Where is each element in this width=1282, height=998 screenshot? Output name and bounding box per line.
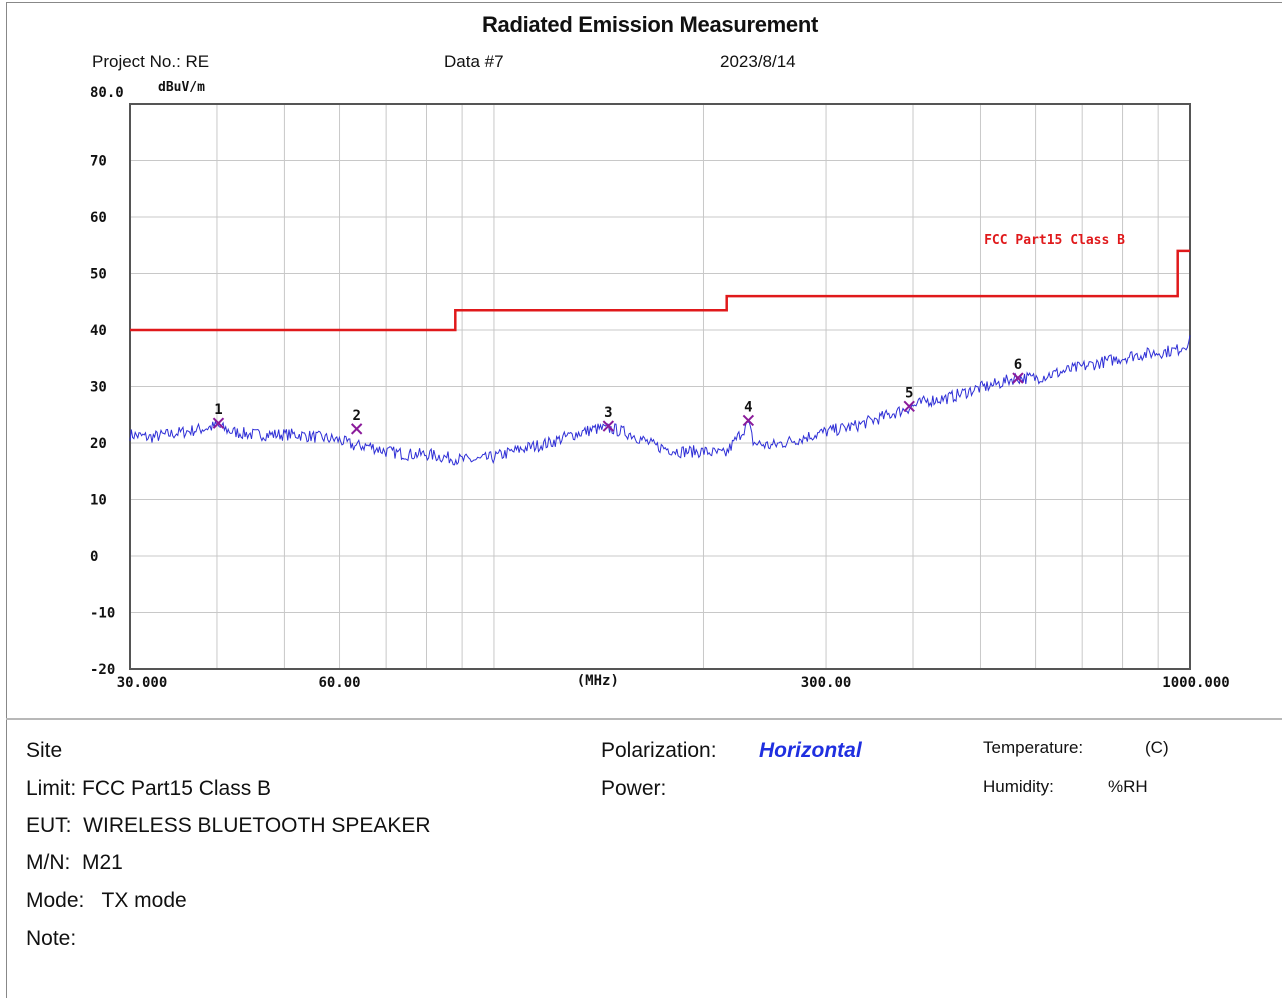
marker-label: 6 (1014, 357, 1022, 373)
y-tick-label: 30 (90, 380, 107, 396)
temperature-label: Temperature: (983, 738, 1084, 757)
y-tick-label: 70 (90, 154, 107, 170)
polarization-label: Polarization: (601, 739, 717, 762)
marker-label: 2 (352, 408, 360, 424)
y-tick-label: 50 (90, 267, 107, 283)
y-axis-unit: dBuV/m (158, 80, 205, 95)
peak-marker: 3 (602, 405, 615, 432)
y-tick-label: 40 (90, 323, 107, 339)
report-title: Radiated Emission Measurement (481, 12, 819, 37)
x-tick-label: 1000.000 (1162, 675, 1229, 691)
marker-cross-b (602, 420, 615, 432)
x-tick-label: 30.000 (117, 675, 168, 691)
section-divider (6, 718, 1282, 720)
peak-marker: 5 (903, 385, 915, 412)
marker-cross-b (1012, 372, 1024, 384)
peak-markers: 1 2 3 4 5 6 (212, 357, 1024, 435)
peak-marker: 2 (350, 408, 363, 435)
data-number: Data #7 (444, 52, 504, 71)
x-tick-label: 60.00 (318, 675, 360, 691)
plot-frame (129, 103, 1191, 670)
marker-label: 3 (604, 405, 612, 421)
emission-trace (129, 335, 1191, 466)
chart-grid (129, 103, 1191, 670)
marker-label: 1 (214, 402, 222, 418)
report-frame (6, 2, 1282, 998)
mode-info: Mode: TX mode (26, 889, 187, 912)
y-tick-label: 10 (90, 493, 107, 509)
power-label: Power: (601, 777, 667, 800)
y-tick-label: -20 (90, 662, 115, 678)
marker-label: 4 (744, 399, 752, 415)
temperature-unit: (C) (1145, 738, 1169, 757)
note-info: Note: (26, 927, 77, 950)
marker-cross-b (212, 417, 225, 429)
peak-marker: 4 (742, 399, 755, 427)
peak-marker: 6 (1012, 357, 1024, 384)
humidity-label: Humidity: (983, 777, 1054, 796)
y-tick-label: 20 (90, 436, 107, 452)
trace-path (129, 335, 1191, 466)
y-tick-label: 60 (90, 210, 107, 226)
marker-cross-b (742, 414, 755, 427)
y-tick-label: 0 (90, 549, 98, 565)
humidity-unit: %RH (1108, 777, 1148, 796)
project-number: Project No.: RE (92, 52, 210, 71)
marker-label: 5 (905, 385, 913, 401)
peak-marker: 1 (212, 402, 225, 429)
x-tick-label: 300.00 (801, 675, 852, 691)
model-number-info: M/N: M21 (26, 851, 123, 874)
eut-info: EUT: WIRELESS BLUETOOTH SPEAKER (26, 814, 431, 837)
marker-cross-b (903, 400, 915, 412)
polarization-value: Horizontal (759, 739, 862, 762)
y-tick-label: -10 (90, 606, 115, 622)
report-date: 2023/8/14 (720, 52, 796, 71)
marker-cross-b (350, 423, 363, 435)
limit-info: Limit: FCC Part15 Class B (26, 777, 272, 800)
limit-line (130, 249, 1190, 332)
limit-line-label: FCC Part15 Class B (984, 233, 1125, 248)
x-tick-label: (MHz) (577, 673, 619, 689)
y-tick-label: 80.0 (90, 85, 124, 101)
limit-line-path (130, 249, 1190, 332)
site-label: Site (26, 739, 63, 762)
